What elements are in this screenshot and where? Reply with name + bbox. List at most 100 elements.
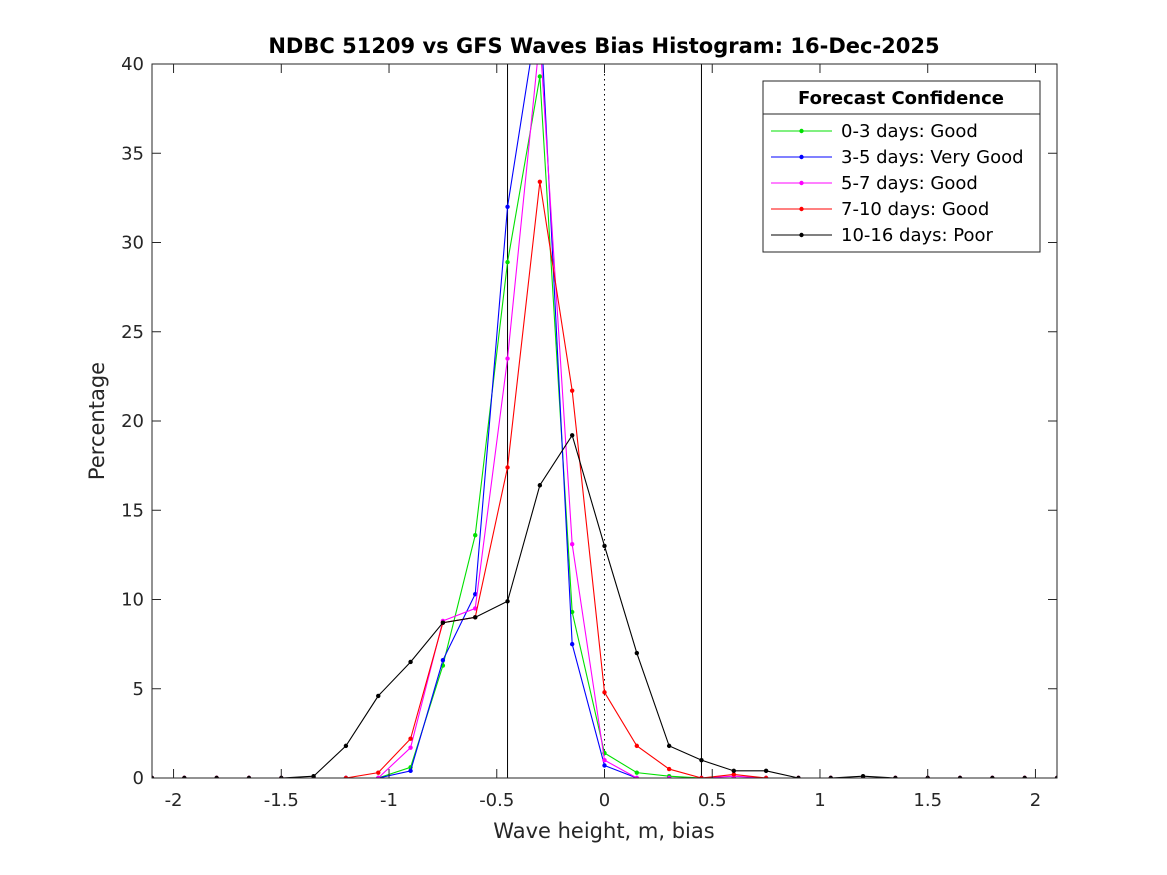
data-point [537,483,543,488]
legend-entry: 7-10 days: Good [771,199,989,220]
data-point [731,772,736,777]
data-point [408,659,413,665]
data-point [376,770,381,775]
data-point [602,690,607,695]
legend-label: 3-5 days: Very Good [841,147,1024,168]
data-point [763,775,769,778]
y-tick-label: 30 [121,233,144,254]
data-point [537,179,543,185]
y-tick-label: 35 [121,143,144,164]
data-point [505,356,510,361]
data-point [602,543,607,549]
legend: Forecast Confidence 0-3 days: Good 3-5 da… [762,80,1041,253]
legend-label: 0-3 days: Good [841,121,978,142]
series-5 [152,433,1057,778]
x-tick-label: 0.5 [698,790,727,811]
y-axis-label: Percentage [85,362,109,480]
legend-label: 5-7 days: Good [841,173,978,194]
data-point [699,757,704,763]
data-point [505,204,510,209]
data-point [214,775,219,778]
data-point [828,775,833,778]
data-point [602,763,607,768]
data-point [473,533,478,538]
data-point [666,775,672,778]
y-tick-label: 15 [121,500,144,521]
data-point [152,775,155,778]
legend-entry: 3-5 days: Very Good [771,147,1024,168]
legend-entry: 0-3 days: Good [771,121,978,142]
legend-marker [799,180,804,186]
data-point [763,768,769,774]
data-point [602,757,607,763]
data-point [182,775,187,778]
data-point [796,775,801,778]
data-point [311,774,316,778]
data-point [569,541,575,547]
data-point [440,657,446,663]
data-point [860,774,866,778]
legend-marker [799,206,804,212]
data-point [376,693,381,699]
x-tick-label: -1.5 [264,790,299,811]
legend-box [762,80,1041,253]
x-tick-label: -2 [165,790,183,811]
data-point [440,620,446,625]
reference-lines [507,64,702,778]
x-tick-label: -0.5 [479,790,514,811]
legend-marker [799,154,804,160]
data-point [893,775,898,778]
x-tick-label: -1 [380,790,398,811]
data-point [990,775,995,778]
data-point [957,775,963,778]
series-layer [152,64,1057,778]
legend-marker [799,232,804,238]
y-tick-label: 0 [133,768,144,789]
data-point [1022,775,1027,778]
x-tick-label: 1 [814,790,825,811]
y-tick-label: 20 [121,411,144,432]
data-point [246,775,252,778]
data-point [666,766,672,772]
data-point [699,775,704,778]
data-point [473,591,478,597]
data-point [505,259,510,265]
data-point [569,641,575,647]
data-point [376,775,381,778]
x-axis-label: Wave height, m, bias [493,819,714,843]
y-tick-label: 40 [121,54,144,75]
y-tick-label: 10 [121,590,144,611]
data-point [666,743,672,749]
x-tick-label: 0 [599,790,610,811]
y-tick-label: 25 [121,322,144,343]
legend-entry: 5-7 days: Good [771,173,978,194]
legend-entry: 10-16 days: Poor [771,225,994,246]
x-tick-label: 1.5 [913,790,942,811]
legend-title: Forecast Confidence [798,88,1004,109]
x-tick-label: 2 [1030,790,1041,811]
data-point [505,465,510,470]
data-point [1054,775,1057,778]
data-point [408,745,413,750]
data-point [505,599,510,604]
data-point [634,743,640,749]
chart-title: NDBC 51209 vs GFS Waves Bias Histogram: … [268,34,939,58]
data-point [537,74,543,79]
data-point [634,650,640,656]
data-point [634,770,640,775]
legend-label: 7-10 days: Good [841,199,989,220]
legend-marker [799,128,804,134]
data-point [343,775,349,778]
legend-items: 0-3 days: Good 3-5 days: Very Good 5-7 day… [771,121,1024,246]
y-tick-label: 5 [133,679,144,700]
data-point [473,615,478,620]
data-point [569,388,575,393]
data-point [408,768,413,774]
data-point [731,768,736,774]
legend-label: 10-16 days: Poor [841,225,994,246]
data-point [408,736,413,741]
data-point [343,743,349,749]
data-point [569,433,575,438]
